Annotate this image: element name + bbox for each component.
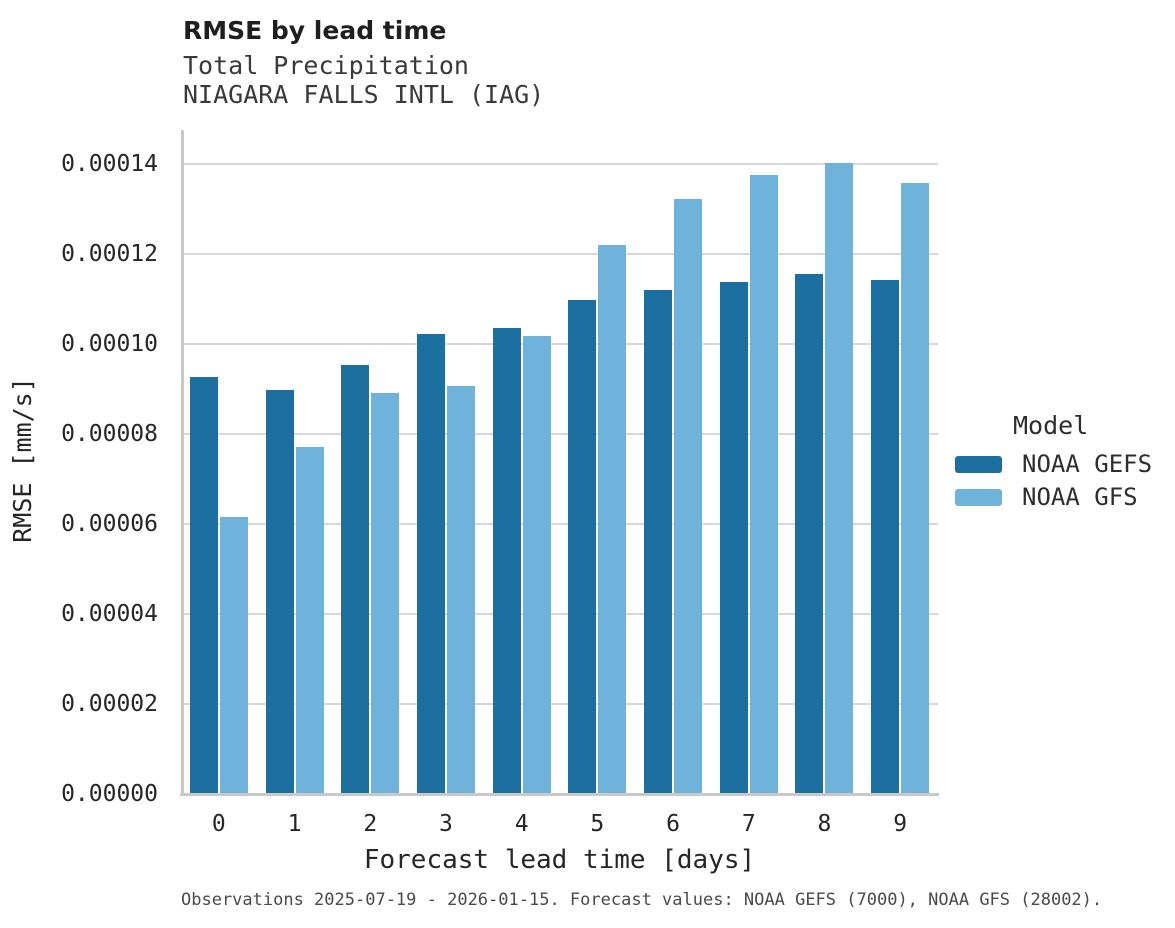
bar-noaa-gefs-day-1 [265,389,294,794]
plot-area [180,130,939,796]
gridline [181,433,938,436]
gridline [181,343,938,346]
gridline [181,523,938,526]
bar-noaa-gefs-day-0 [189,377,218,794]
chart-subtitle-station: NIAGARA FALLS INTL (IAG) [183,80,545,109]
bar-noaa-gfs-day-8 [825,162,854,794]
legend-entry-noaa-gfs: NOAA GFS [955,482,1138,512]
bar-noaa-gfs-day-0 [219,517,248,794]
bar-noaa-gefs-day-8 [795,273,824,794]
x-tick-label: 5 [590,811,605,837]
y-tick-label: 0.00014 [61,151,158,178]
y-tick-label: 0.00002 [61,691,158,718]
x-tick-label: 9 [893,811,908,837]
gridline [181,703,938,706]
legend-title: Model [1013,411,1089,440]
legend-label-noaa-gefs: NOAA GEFS [1022,450,1153,478]
y-tick-label: 0.00008 [61,421,158,448]
y-tick-label: 0.00000 [61,781,158,807]
chart-subtitle-variable: Total Precipitation [183,51,469,80]
bar-noaa-gefs-day-3 [416,333,445,794]
bar-noaa-gfs-day-3 [446,385,475,794]
x-tick-label: 2 [363,811,378,837]
y-tick-label: 0.00006 [61,511,158,538]
bar-noaa-gfs-day-1 [295,447,324,794]
gridline [181,253,938,256]
bar-noaa-gfs-day-9 [901,182,930,794]
y-tick-label: 0.00010 [61,331,158,358]
bar-noaa-gefs-day-9 [871,280,900,794]
bar-noaa-gfs-day-7 [749,174,778,794]
y-tick-label: 0.00004 [61,601,158,628]
legend-label-noaa-gfs: NOAA GFS [1022,483,1138,511]
x-tick-label: 7 [741,811,756,837]
y-axis-spine [181,130,184,796]
bar-noaa-gefs-day-5 [568,300,597,794]
bar-noaa-gfs-day-4 [522,335,551,794]
legend-swatch-noaa-gefs [955,455,1002,473]
footer-note: Observations 2025-07-19 - 2026-01-15. Fo… [181,890,1103,910]
x-axis-spine [180,793,939,796]
x-axis-title: Forecast lead time [days] [363,845,756,875]
bar-noaa-gfs-day-6 [674,198,703,794]
bar-noaa-gfs-day-5 [598,245,627,794]
chart-title: RMSE by lead time [183,16,447,45]
gridline [181,163,938,166]
x-tick-label: 8 [817,811,832,837]
gridline [181,613,938,616]
bar-noaa-gefs-day-7 [719,281,748,794]
bar-noaa-gefs-day-6 [644,290,673,794]
x-tick-label: 4 [514,811,529,837]
x-tick-label: 1 [287,811,302,837]
bar-noaa-gefs-day-4 [492,327,521,794]
x-tick-label: 0 [211,811,226,837]
x-tick-label: 3 [439,811,453,837]
x-tick-label: 6 [666,811,680,837]
bar-noaa-gefs-day-2 [341,365,370,794]
bar-noaa-gfs-day-2 [371,392,400,794]
y-tick-label: 0.00012 [61,241,158,268]
legend-swatch-noaa-gfs [955,488,1002,506]
legend-entry-noaa-gefs: NOAA GEFS [955,449,1152,479]
